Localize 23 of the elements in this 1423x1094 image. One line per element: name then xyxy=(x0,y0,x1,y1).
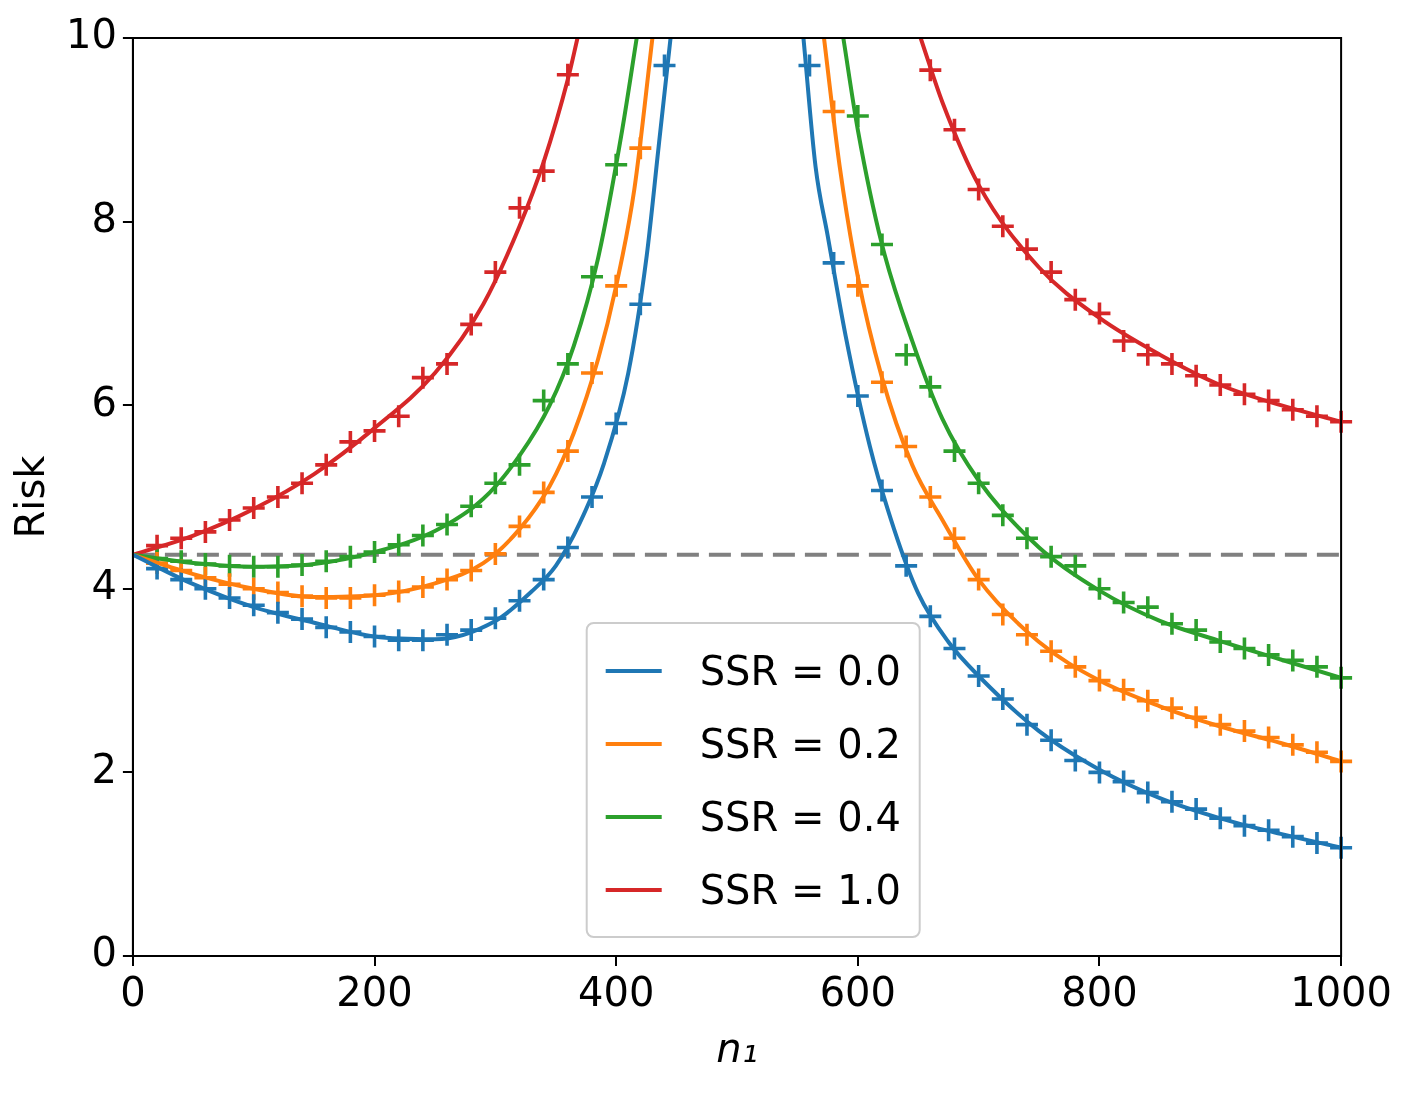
point xyxy=(1136,596,1159,619)
y-tick-label: 8 xyxy=(91,194,117,241)
y-tick-label: 2 xyxy=(91,745,117,792)
x-tick-label: 0 xyxy=(120,969,146,1016)
x-tick-label: 800 xyxy=(1061,969,1138,1016)
x-tick-label: 200 xyxy=(336,969,413,1016)
x-tick-label: 400 xyxy=(578,969,655,1016)
y-tick-label: 4 xyxy=(91,562,117,609)
legend-label: SSR = 1.0 xyxy=(699,866,901,913)
x-tick-label: 1000 xyxy=(1290,969,1392,1016)
y-axis-title: Risk xyxy=(7,454,54,539)
y-tick-label: 6 xyxy=(91,378,117,425)
point xyxy=(1064,554,1087,577)
legend-label: SSR = 0.0 xyxy=(699,647,901,694)
point xyxy=(1136,343,1159,366)
x-tick-label: 600 xyxy=(819,969,896,1016)
legend-label: SSR = 0.2 xyxy=(699,720,901,767)
x-axis-title: n₁ xyxy=(716,1025,758,1072)
y-tick-label: 0 xyxy=(91,929,117,976)
point xyxy=(895,343,918,366)
legend-label: SSR = 0.4 xyxy=(699,793,901,840)
y-tick-label: 10 xyxy=(65,11,117,58)
point xyxy=(991,687,1014,710)
